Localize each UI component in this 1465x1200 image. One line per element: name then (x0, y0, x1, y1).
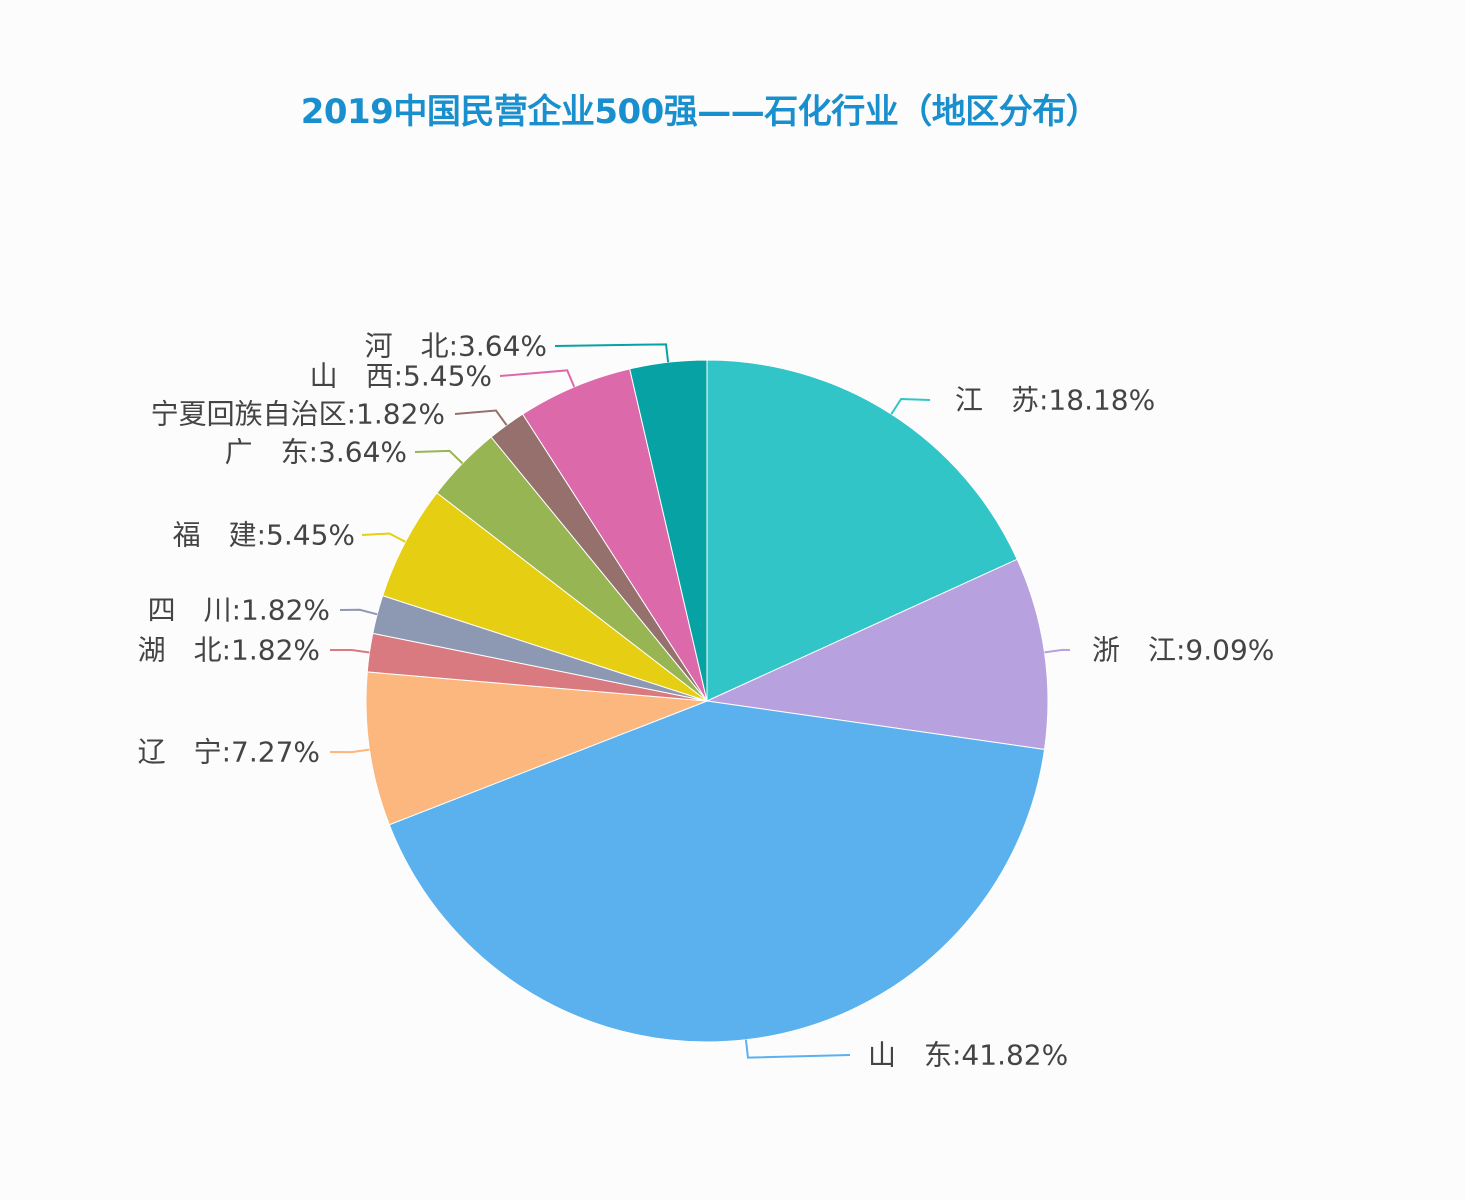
pie-slice-10 (629, 359, 708, 702)
leader-line-10 (554, 343, 670, 363)
slice-label-6: 福 建:5.45% (173, 519, 355, 552)
leader-line-2 (744, 1039, 851, 1059)
slice-label-5: 四 川:1.82% (148, 594, 330, 627)
chart-title: 2019中国民营企业500强——石化行业（地区分布） (300, 92, 1100, 132)
leader-line-1 (1044, 648, 1071, 654)
leader-line-6 (361, 532, 406, 543)
leader-line-3 (329, 748, 370, 754)
pie-slice-1 (705, 558, 1049, 751)
leader-line-9 (499, 369, 576, 388)
slice-label-4: 湖 北:1.82% (138, 634, 320, 667)
leader-line-7 (414, 449, 464, 465)
slice-label-0: 江 苏:18.18% (955, 384, 1155, 417)
leader-line-5 (339, 608, 378, 616)
leader-line-8 (454, 409, 508, 426)
slice-label-10: 河 北:3.64% (365, 330, 547, 363)
slice-label-2: 山 东:41.82% (868, 1039, 1068, 1072)
slice-label-7: 广 东:3.64% (225, 436, 407, 469)
slice-label-8: 宁夏回族自治区:1.82% (151, 398, 445, 431)
pie-slice-3 (365, 671, 708, 826)
slice-label-1: 浙 江:9.09% (1092, 634, 1274, 667)
slice-label-3: 辽 宁:7.27% (138, 736, 320, 769)
pie-slice-2 (388, 700, 1046, 1043)
slice-label-9: 山 西:5.45% (310, 360, 492, 393)
leader-line-4 (329, 648, 370, 654)
leader-line-0 (890, 397, 931, 415)
